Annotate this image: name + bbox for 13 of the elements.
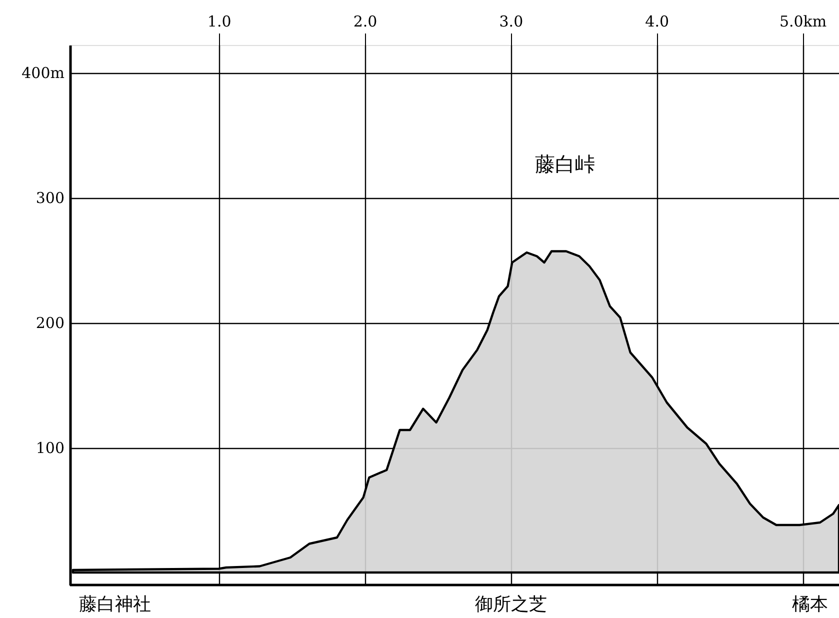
text: 御所之芝	[475, 594, 547, 615]
y-tick-label: 400m	[22, 64, 64, 82]
x-tick-label: 1.0	[207, 12, 232, 30]
x-tick-label: 3.0	[499, 12, 524, 30]
x-tick-label: 4.0	[645, 12, 670, 30]
annotation: 藤白峠	[535, 152, 595, 176]
y-tick-label: 300	[36, 189, 64, 207]
x-tick-label: 2.0	[353, 12, 378, 30]
y-tick-label: 100	[36, 439, 64, 457]
x-tick-label: 5.0km	[779, 12, 827, 30]
y-tick-label: 200	[36, 314, 64, 332]
text: 藤白神社	[79, 594, 151, 615]
text: 橘本	[792, 594, 828, 615]
